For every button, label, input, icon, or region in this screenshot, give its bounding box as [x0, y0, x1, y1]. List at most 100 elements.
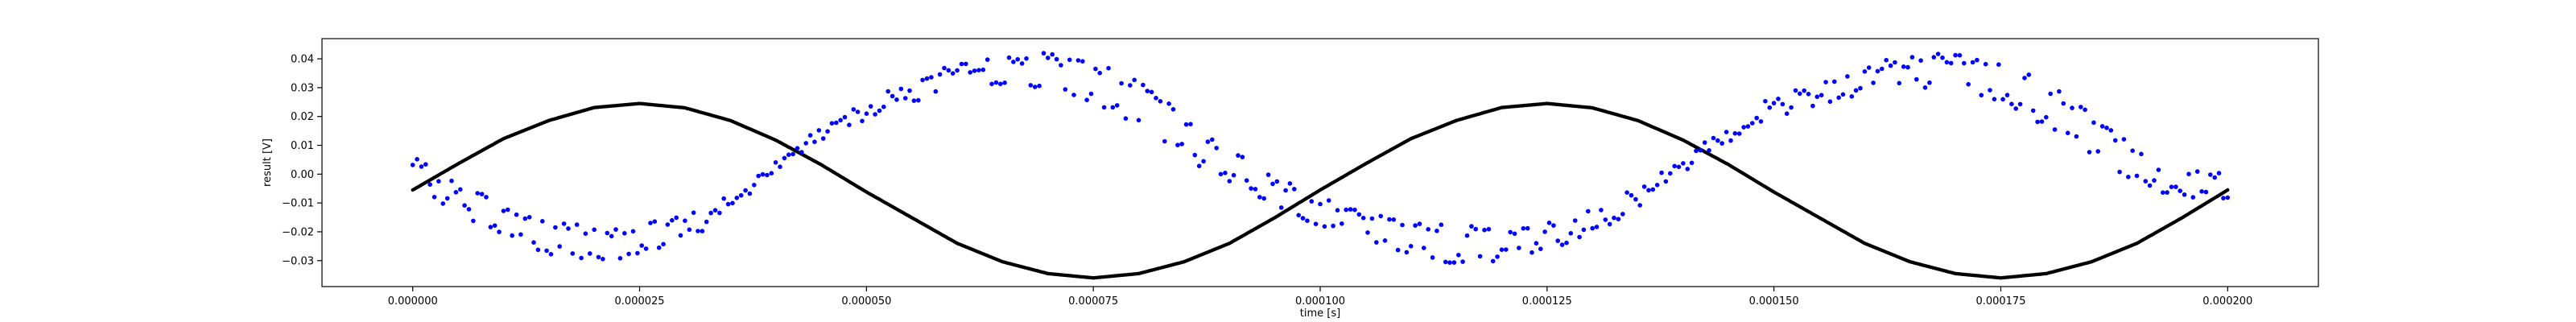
series-1-point [2048, 91, 2053, 97]
series-1-point [1464, 233, 1470, 238]
series-1-point [1668, 171, 1673, 176]
series-1-point [734, 196, 740, 200]
series-1-point [2039, 119, 2045, 124]
series-1-point [786, 152, 791, 157]
series-1-point [683, 218, 687, 224]
series-1-point [1551, 223, 1556, 228]
series-1-point [1495, 254, 1500, 259]
series-1-point [522, 216, 528, 221]
series-1-point [1473, 226, 1478, 232]
series-1-point [1832, 79, 1837, 85]
series-1-point [466, 207, 472, 212]
series-1-point [1278, 205, 1284, 210]
series-1-point [820, 136, 826, 141]
series-1-point [1015, 56, 1020, 62]
series-1-point [605, 230, 610, 236]
series-1-point [1784, 111, 1790, 116]
series-1-point [1196, 163, 1202, 168]
y-tick-label: −0.01 [282, 198, 314, 210]
series-1-point [730, 200, 735, 206]
series-1-point [1624, 190, 1629, 195]
series-1-point [1681, 161, 1686, 166]
series-1-point [1862, 69, 1868, 74]
series-1-point [665, 222, 671, 227]
series-1-point [1050, 52, 1055, 57]
series-1-point [1694, 148, 1699, 154]
series-1-point [1088, 91, 1094, 97]
series-1-point [458, 187, 463, 192]
series-1-point [1080, 59, 1085, 64]
series-1-point [1374, 240, 1379, 245]
series-1-point [1019, 61, 1025, 66]
series-1-point [916, 97, 921, 103]
series-1-point [1818, 93, 1824, 97]
series-1-point [1460, 259, 1465, 264]
series-1-point [501, 208, 506, 213]
series-1-point [1935, 52, 1941, 56]
series-1-point [1521, 225, 1526, 231]
series-1-point [950, 71, 956, 76]
series-1-point [1612, 215, 1616, 221]
series-1-point [492, 223, 497, 229]
series-1-point [2208, 172, 2213, 177]
series-1-point [1214, 146, 1219, 151]
series-1-point [1629, 192, 1634, 198]
series-1-point [635, 250, 640, 256]
series-1-point [1685, 167, 1690, 171]
series-1-point [1404, 250, 1410, 255]
series-1-point [1650, 187, 1656, 192]
x-tick-label: 0.000125 [1522, 295, 1572, 308]
series-1-point [1305, 218, 1310, 224]
series-1-point [1114, 103, 1120, 108]
series-1-point [972, 68, 977, 73]
series-1-point [514, 212, 519, 217]
series-1-point [1257, 195, 1262, 200]
series-1-point [778, 164, 782, 169]
series-1-point [1430, 255, 1435, 260]
series-1-point [1741, 125, 1746, 130]
series-1-point [1599, 208, 1604, 213]
series-1-point [548, 252, 554, 257]
series-1-point [873, 112, 877, 117]
series-1-point [1715, 138, 1720, 143]
series-1-point [2026, 72, 2032, 77]
series-1-point [449, 178, 454, 184]
series-1-point [1400, 222, 1405, 228]
series-1-point [1037, 83, 1042, 89]
series-1-point [920, 77, 925, 83]
y-axis: −0.03 −0.02 −0.01 0.00 0.01 0.02 0.03 0.04 [282, 54, 322, 267]
series-1-point [907, 88, 912, 93]
series-1-point [544, 248, 549, 254]
series-1-point [462, 203, 467, 208]
series-1-point [1175, 142, 1180, 147]
series-1-point [1378, 213, 1383, 219]
series-1-point [1789, 105, 1794, 110]
series-1-point [851, 107, 857, 112]
series-1-point [1849, 94, 1855, 99]
series-1-point [1530, 250, 1534, 255]
series-1-point [588, 251, 592, 256]
series-1-point [1011, 60, 1016, 64]
series-1-point [1988, 88, 1992, 93]
series-1-point [2152, 178, 2157, 183]
series-1-point [648, 221, 653, 225]
series-1-point [1732, 130, 1738, 136]
series-1-point [791, 151, 795, 157]
series-1-point [1884, 57, 1889, 63]
series-1-point [479, 192, 485, 196]
series-1-point [1097, 70, 1102, 76]
series-1-point [812, 139, 817, 144]
y-tick-label: 0.01 [291, 140, 314, 152]
series-1-point [1538, 246, 1543, 252]
series-1-point [601, 257, 605, 262]
series-1-point [1309, 199, 1315, 204]
series-1-point [700, 229, 705, 233]
series-1-point [2017, 101, 2023, 107]
series-1-point [1365, 230, 1370, 235]
series-1-point [526, 215, 532, 220]
series-1-point [1149, 89, 1154, 95]
series-1-point [1387, 217, 1392, 222]
series-1-point [444, 196, 450, 201]
series-1-point [1422, 246, 1426, 250]
series-1-point [656, 245, 662, 250]
